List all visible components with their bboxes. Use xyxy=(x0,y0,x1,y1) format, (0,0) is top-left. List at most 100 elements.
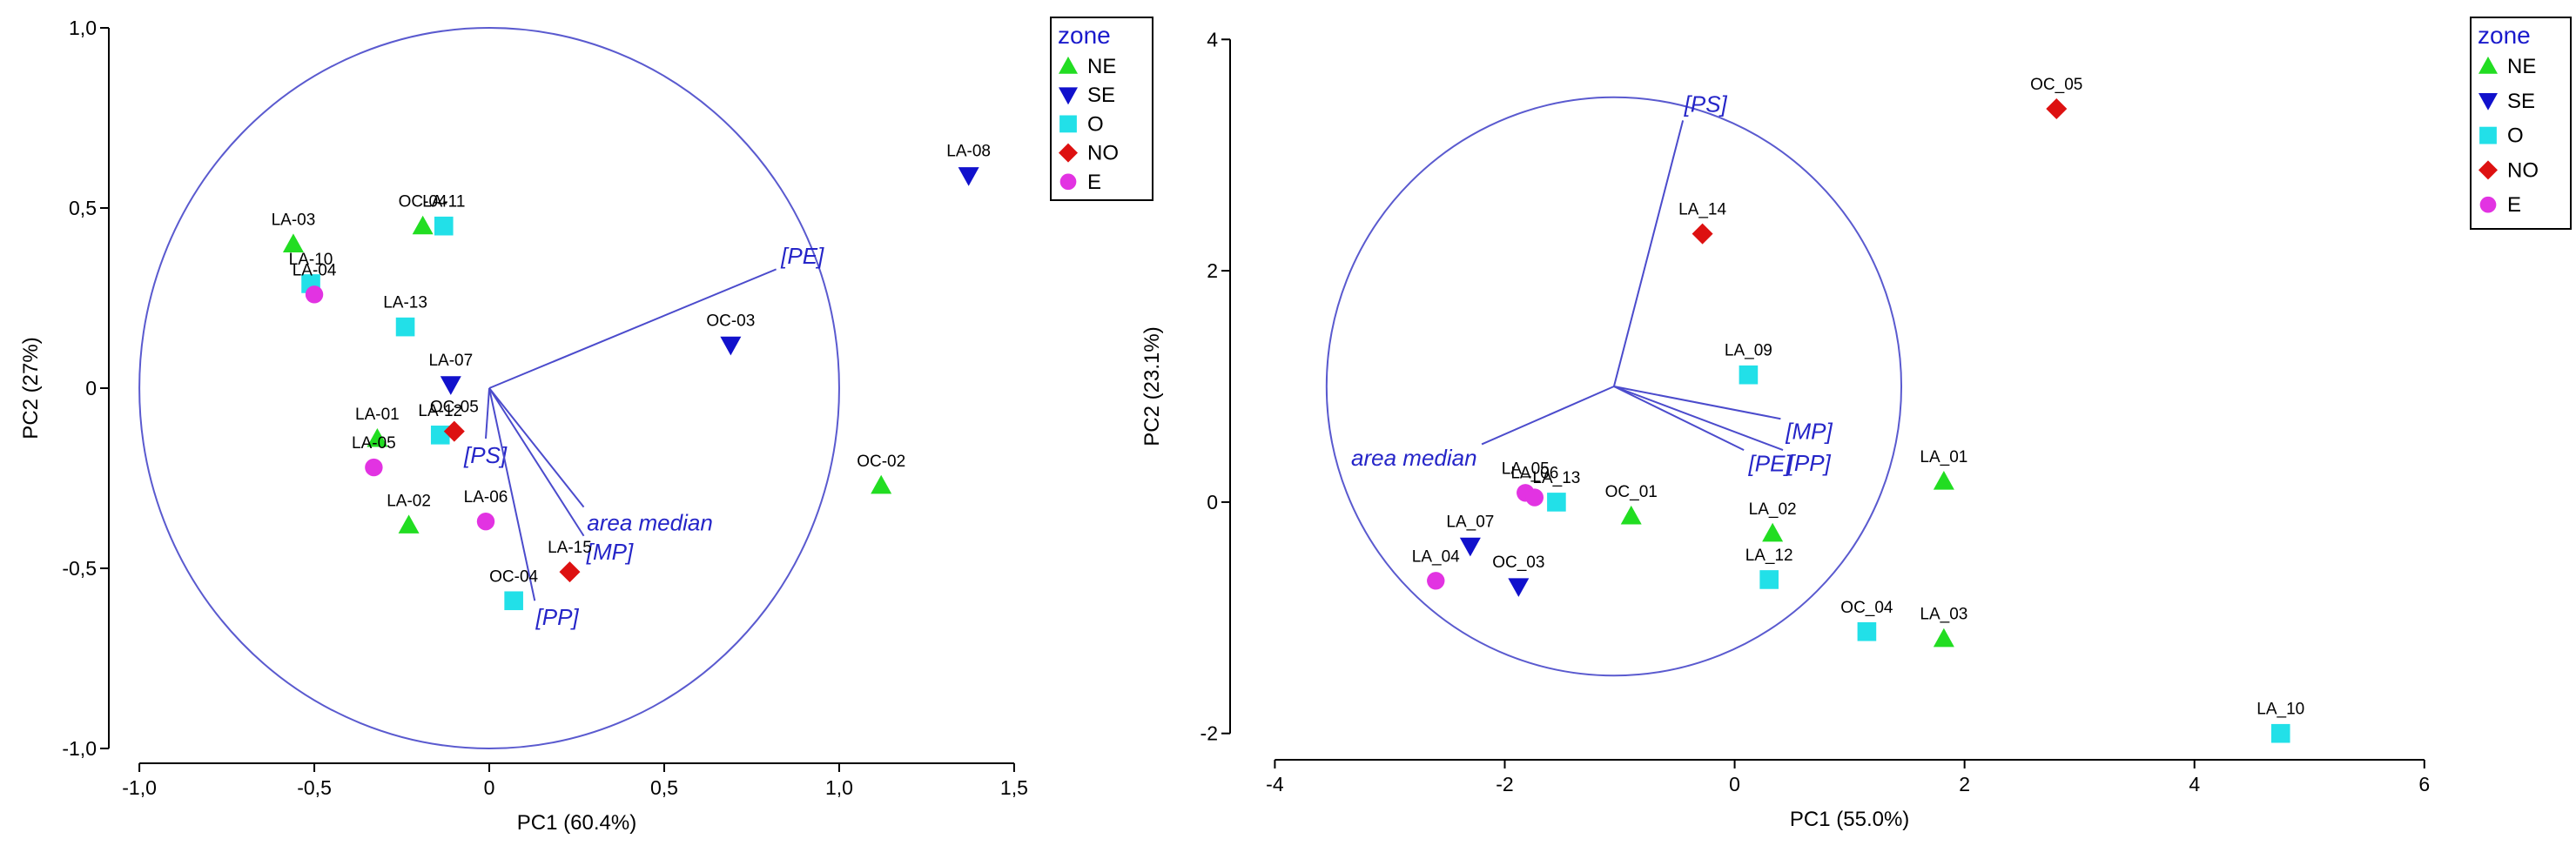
legend-entry-label: NO xyxy=(1087,142,1119,165)
vector-label: [PE] xyxy=(1748,451,1792,477)
point-label: LA_02 xyxy=(1749,500,1797,519)
point-label: OC_01 xyxy=(1605,483,1658,501)
point-label: LA-12 xyxy=(418,402,462,420)
loading-vector xyxy=(485,387,491,440)
point-label: LA-03 xyxy=(272,211,316,229)
point-label: LA_14 xyxy=(1678,201,1726,219)
loading-vector xyxy=(1481,386,1615,446)
legend-title: zone xyxy=(1058,22,1111,49)
vector-label: [PS] xyxy=(1684,91,1728,117)
x-tick-label: 1,0 xyxy=(825,776,853,799)
point-label: OC_03 xyxy=(1492,554,1544,572)
y-tick-label: 4 xyxy=(1207,28,1218,50)
loading-vector xyxy=(488,268,777,389)
data-point-no xyxy=(559,561,581,583)
loading-vector xyxy=(488,387,585,537)
data-point-se xyxy=(440,376,461,395)
point-label: LA-02 xyxy=(387,492,431,510)
legend-entry-label: NE xyxy=(2507,55,2536,78)
point-label: OC-04 xyxy=(489,567,538,586)
pca-biplot-left: -1,0 -0,5 0 0,5 1,0 1,5 -1,0 -0,5 0 0,5 1,0 PC1 (60… xyxy=(19,17,1153,835)
legend-entry-label: NO xyxy=(2507,158,2539,182)
x-axis-title: PC1 (55.0%) xyxy=(1790,808,1909,831)
y-axis-title: PC2 (23.1%) xyxy=(1140,326,1164,446)
point-label: LA-07 xyxy=(428,352,473,370)
data-point-e xyxy=(476,512,495,531)
point-label: LA_04 xyxy=(1412,547,1460,566)
loading-vector xyxy=(1612,120,1685,387)
vector-label: [MP] xyxy=(586,539,634,565)
x-tick-label: 1,5 xyxy=(1000,776,1028,799)
vector-label: area median xyxy=(587,509,713,535)
legend: zone NE SE O NO E xyxy=(1050,17,1153,201)
y-tick-label: -2 xyxy=(1201,722,1218,745)
x-tick-label: 0,5 xyxy=(650,776,678,799)
data-point-no xyxy=(443,420,465,442)
data-point-ne xyxy=(282,233,304,252)
loading-vector xyxy=(1613,386,1784,452)
data-point-o xyxy=(1857,621,1877,641)
legend-entry-label: O xyxy=(1087,112,1104,136)
vector-label: [PP] xyxy=(535,604,580,630)
legend-marker-o xyxy=(2479,126,2497,144)
y-tick-label: 1,0 xyxy=(69,17,97,39)
data-point-se xyxy=(720,336,742,356)
legend: zone NE SE O NO E xyxy=(2470,17,2572,230)
loading-vector xyxy=(1613,386,1781,420)
correlation-circle xyxy=(1325,96,1903,677)
legend-marker-ne xyxy=(2478,57,2498,74)
vector-label: [MP] xyxy=(1785,418,1833,444)
point-label: LA-08 xyxy=(946,143,991,161)
legend-marker-ne xyxy=(1059,57,1078,74)
y-tick-label: 0 xyxy=(1207,491,1218,513)
legend-entry-label: E xyxy=(1087,171,1101,194)
y-tick-label: 0,5 xyxy=(69,197,97,219)
point-label: LA_03 xyxy=(1920,606,1967,624)
point-label: LA-01 xyxy=(355,406,400,424)
legend-marker-se xyxy=(2478,93,2498,111)
pca-biplot-right: -4 -2 0 2 4 6 -2 0 2 4 PC1 (55.0%) PC2 (23.1%) [PS] [… xyxy=(1140,17,2572,831)
point-label: LA-13 xyxy=(383,294,427,312)
y-tick-label: 0 xyxy=(85,377,97,399)
x-tick-label: 0 xyxy=(484,776,495,799)
legend-entry-label: SE xyxy=(1087,84,1115,107)
loading-vector xyxy=(488,387,585,508)
data-point-e xyxy=(365,458,383,477)
data-point-ne xyxy=(1762,522,1784,542)
data-point-ne xyxy=(1933,627,1954,648)
point-label: OC_04 xyxy=(1840,599,1893,617)
point-label: OC-04 xyxy=(399,193,447,211)
data-point-o xyxy=(1547,493,1566,512)
data-point-no xyxy=(2046,98,2068,120)
data-point-se xyxy=(958,167,979,186)
x-tick-label: 0 xyxy=(1729,773,1740,795)
x-tick-label: 6 xyxy=(2418,773,2430,795)
loading-vector xyxy=(1613,386,1745,451)
x-tick-label: -2 xyxy=(1496,773,1513,795)
data-point-e xyxy=(305,285,324,304)
data-point-no xyxy=(1692,223,1713,245)
point-label: OC_05 xyxy=(2030,76,2082,94)
legend-entry-label: NE xyxy=(1087,55,1116,78)
data-point-o xyxy=(395,317,415,337)
legend-title: zone xyxy=(2478,22,2531,49)
data-point-ne xyxy=(367,427,388,447)
y-tick-label: -1,0 xyxy=(62,737,97,760)
point-label: LA_13 xyxy=(1532,469,1580,487)
x-tick-label: -4 xyxy=(1266,773,1284,795)
correlation-circle xyxy=(138,27,840,749)
point-label: LA_09 xyxy=(1725,342,1772,360)
data-point-se xyxy=(1459,537,1481,557)
legend-marker-e xyxy=(1059,173,1077,191)
legend-marker-e xyxy=(2479,196,2497,213)
legend-entry-label: E xyxy=(2507,193,2521,217)
data-point-o xyxy=(504,591,523,611)
data-point-ne xyxy=(1620,505,1642,525)
data-point-ne xyxy=(1933,470,1954,490)
data-point-e xyxy=(1525,488,1544,507)
x-axis-title: PC1 (60.4%) xyxy=(517,811,636,835)
point-label: LA-15 xyxy=(548,539,592,557)
point-label: LA_01 xyxy=(1920,448,1967,466)
legend-box xyxy=(1050,17,1153,201)
